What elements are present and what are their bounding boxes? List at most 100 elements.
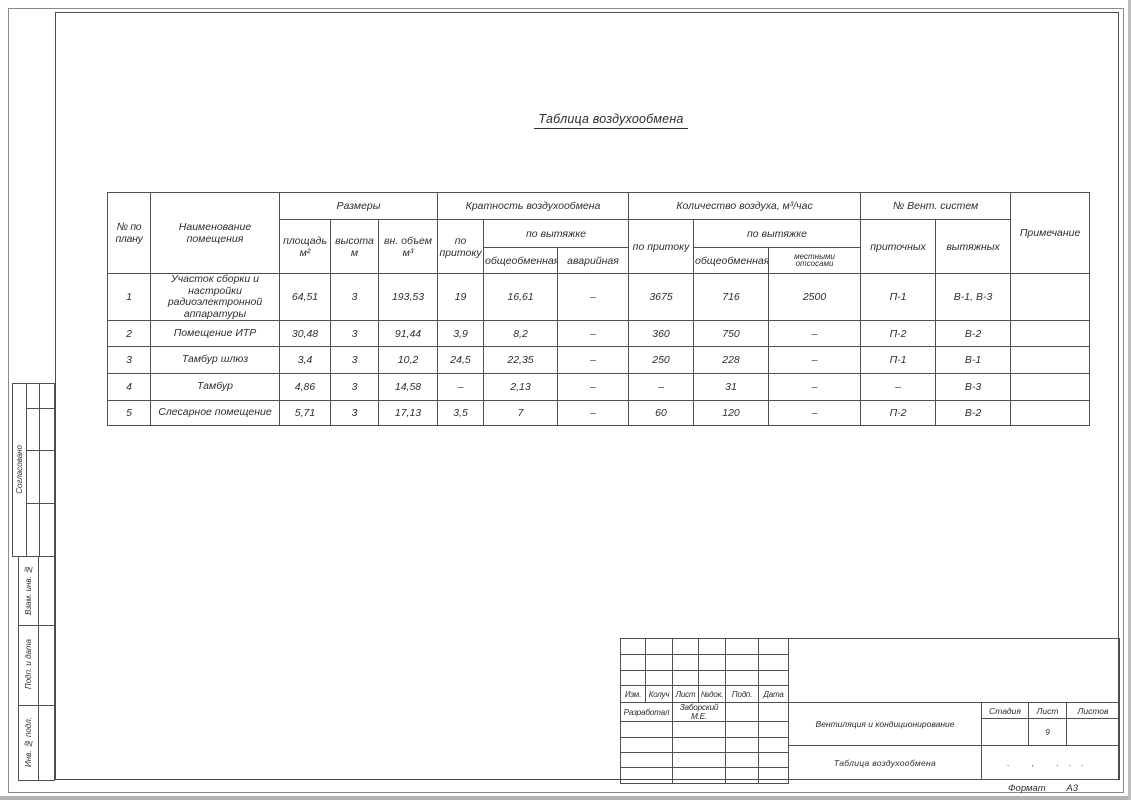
stamp-cell xyxy=(672,638,699,655)
cell-rate-emergency: – xyxy=(557,373,630,402)
stamp-header-row: Изм. Колуч Лист №док. Подп. Дата xyxy=(620,685,789,703)
col-header-extract: вытяжных xyxy=(935,219,1012,274)
cell-rate-emergency: – xyxy=(557,346,630,375)
document-designation-cell xyxy=(788,638,1120,703)
cell-volume: 91,44 xyxy=(377,320,439,348)
cell-amount-general: 716 xyxy=(693,272,770,322)
stamp-cell xyxy=(672,752,726,768)
col-header-volume: вн. объем м³ xyxy=(377,219,439,274)
sheet-heading: Таблица воздухообмена xyxy=(480,112,742,129)
cell-height: 3 xyxy=(330,373,379,402)
page-edge-bottom xyxy=(0,796,1131,800)
col-header-room: Наименование помещения xyxy=(150,192,280,274)
stamp-cell xyxy=(725,737,759,753)
header-row-2: площадь м² высота м вн. объем м³ по прит… xyxy=(108,219,1090,274)
approval-row xyxy=(13,503,55,557)
stamp-cell xyxy=(672,737,726,753)
organization-cell: . , ... xyxy=(981,745,1120,780)
podp-data-block: Подп. и дата xyxy=(18,625,55,706)
stamp-cell xyxy=(698,654,726,671)
table-row: 2 Помещение ИТР 30,48 3 91,44 3,9 8,2 – … xyxy=(107,320,1091,348)
cell-volume: 10,2 xyxy=(377,346,439,375)
cell-amount-general: 750 xyxy=(693,320,770,348)
cell-amount-inflow: 250 xyxy=(628,346,695,375)
margin-cell xyxy=(38,556,55,626)
approval-cell xyxy=(39,408,55,451)
header-row-1: № по плану Наименование помещения Размер… xyxy=(107,192,1091,274)
cell-supply-system: – xyxy=(860,373,937,402)
stamp-cell xyxy=(758,752,789,768)
cell-room: Тамбур шлюз xyxy=(150,346,280,375)
stamp-cell xyxy=(725,654,759,671)
group-header-amount-exhaust: по вытяжке xyxy=(693,219,862,248)
stamp-row: Таблица воздухообмена . , ... xyxy=(788,745,1120,780)
format-value: А3 xyxy=(1066,783,1078,794)
cell-num: 3 xyxy=(107,346,151,375)
stamp-cell xyxy=(758,654,789,671)
stamp-row xyxy=(620,670,789,686)
cell-room: Слесарное помещение xyxy=(150,400,280,427)
sheets-value xyxy=(1066,718,1120,746)
stamp-cell xyxy=(758,767,789,784)
stamp-cell xyxy=(620,767,673,784)
group-header-amount: Количество воздуха, м³/час xyxy=(628,192,862,220)
cell-volume: 193,53 xyxy=(377,272,439,322)
margin-row: Взам. инв. № xyxy=(18,556,55,626)
cell-supply-system: П-2 xyxy=(860,400,937,427)
format-note: Формат А3 xyxy=(1008,783,1078,794)
cell-volume: 17,13 xyxy=(377,400,439,427)
cell-rate-inflow: 3,9 xyxy=(437,320,485,348)
cell-height: 3 xyxy=(330,320,379,348)
cell-amount-local: 2500 xyxy=(768,272,862,322)
vzam-inv-block: Взам. инв. № xyxy=(18,556,55,626)
col-header-local-suction: местными отсосами xyxy=(768,247,862,274)
cell-extract-system: В-2 xyxy=(935,320,1012,348)
approval-row xyxy=(13,408,55,451)
sheet-label: Лист xyxy=(1028,702,1067,719)
col-header-amount-inflow: по притоку xyxy=(628,219,695,274)
cell-rate-general: 8,2 xyxy=(483,320,559,348)
cell-rate-general: 2,13 xyxy=(483,373,559,402)
cell-volume: 14,58 xyxy=(377,373,439,402)
stamp-row: Вентиляция и кондиционирование Стадия Ли… xyxy=(788,702,1120,746)
sheet-number: 9 xyxy=(1028,718,1067,746)
format-label: Формат xyxy=(1008,783,1046,794)
stamp-cell xyxy=(725,752,759,768)
approval-cell xyxy=(26,503,40,557)
cell-height: 3 xyxy=(330,272,379,322)
sheet-heading-text: Таблица воздухообмена xyxy=(534,112,688,129)
vzam-inv-label: Взам. инв. № xyxy=(24,565,33,615)
cell-rate-general: 7 xyxy=(483,400,559,427)
stamp-izm-label: Изм. xyxy=(620,685,646,703)
cell-rate-emergency: – xyxy=(557,400,630,427)
stamp-row xyxy=(620,767,789,784)
stamp-ndok-label: №док. xyxy=(698,685,726,703)
local-suction-line2: отсосами xyxy=(795,258,834,268)
cell-note xyxy=(1010,272,1091,322)
sheets-label: Листов xyxy=(1066,702,1120,719)
stamp-row: 9 xyxy=(789,718,1120,746)
stamp-cell xyxy=(620,737,673,753)
cell-rate-inflow: – xyxy=(437,373,485,402)
col-header-area: площадь м² xyxy=(279,219,331,274)
cell-note xyxy=(1010,346,1091,375)
developed-by-name: Заборский М.Е. xyxy=(672,702,726,722)
col-header-height: высота м xyxy=(330,219,379,274)
stamp-cell xyxy=(758,737,789,753)
cell-extract-system: В-3 xyxy=(935,373,1012,402)
inv-label-cell: Инв. № подл. xyxy=(18,705,39,781)
stamp-podp-label: Подп. xyxy=(725,685,759,703)
stamp-cell xyxy=(645,654,673,671)
margin-cell xyxy=(38,705,55,781)
stamp-cell xyxy=(620,654,646,671)
drawing-frame xyxy=(55,12,1119,780)
air-exchange-table: № по плану Наименование помещения Размер… xyxy=(107,192,1091,427)
col-header-supply: приточных xyxy=(860,219,937,274)
stamp-row xyxy=(620,752,789,768)
table-row: 1 Участок сборки и настройки радиоэлектр… xyxy=(107,272,1091,322)
cell-amount-local: – xyxy=(768,320,862,348)
cell-supply-system: П-2 xyxy=(860,320,937,348)
col-header-rate-inflow: по притоку xyxy=(437,219,485,274)
sheet-outer-border xyxy=(8,8,1124,793)
